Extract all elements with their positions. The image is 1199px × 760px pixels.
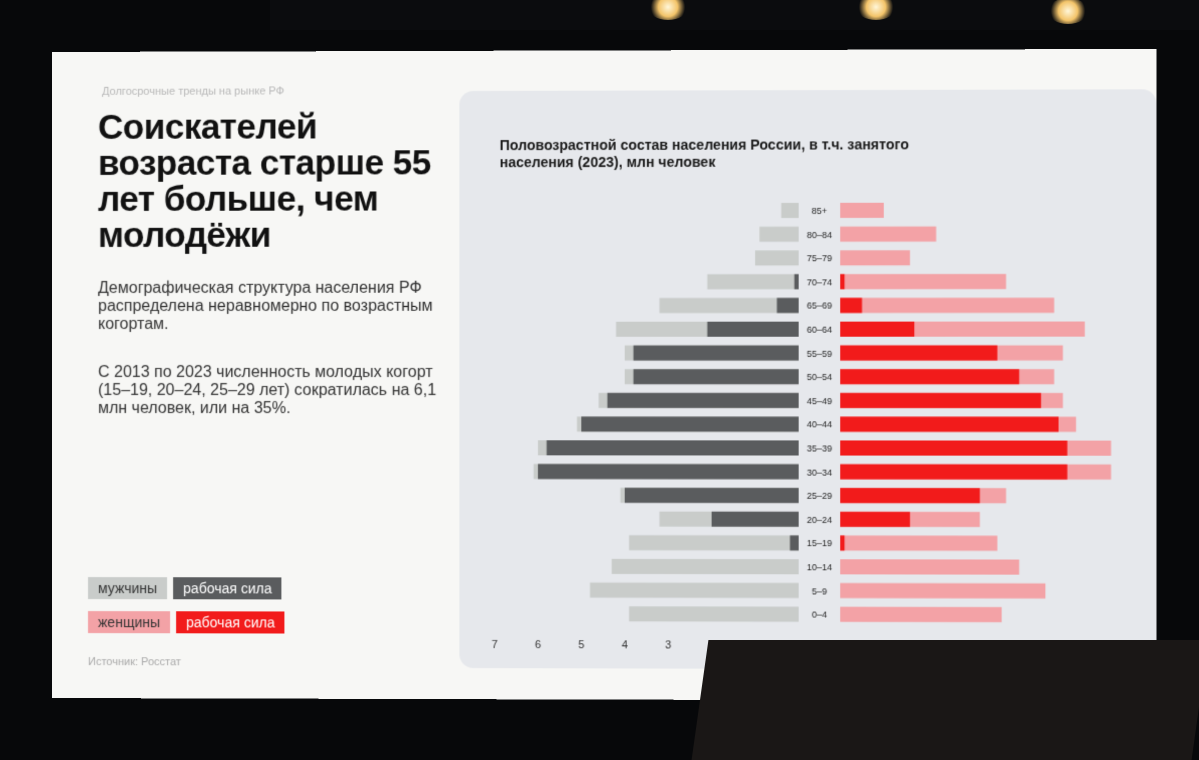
- bar-women-65-69: [840, 297, 1055, 313]
- x-tick-left-5: 5: [578, 639, 584, 651]
- legend-women-labor-force: рабочая сила: [176, 611, 285, 634]
- legend-men-labor-force: рабочая сила: [173, 577, 282, 600]
- slide-headline: Соискателей возраста старше 55 лет больш…: [98, 107, 431, 255]
- bar-men-labor-15-19: [789, 535, 799, 551]
- x-tick-left-7: 7: [492, 639, 498, 651]
- category-label-70-74: 70–74: [807, 277, 832, 287]
- bar-men-labor-25-29: [624, 487, 799, 504]
- bar-women-80-84: [840, 226, 937, 242]
- x-tick-left-4: 4: [622, 639, 628, 651]
- bar-women-labor-50-54: [840, 369, 1020, 385]
- bar-women-labor-70-74: [840, 274, 845, 290]
- category-label-50-54: 50–54: [807, 372, 832, 382]
- category-label-80-84: 80–84: [807, 230, 832, 240]
- bar-men-0-4: [629, 606, 799, 622]
- legend: мужчины рабочая сила женщины рабочая сил…: [88, 51, 329, 634]
- bar-men-85+: [781, 202, 799, 219]
- x-tick-left-3: 3: [665, 639, 671, 651]
- category-label-75-79: 75–79: [807, 253, 832, 263]
- bar-men-labor-70-74: [794, 274, 799, 290]
- category-label-0-4: 0–4: [812, 610, 827, 620]
- category-label-65-69: 65–69: [807, 301, 832, 311]
- bar-men-80-84: [759, 226, 799, 242]
- bar-women-70-74: [840, 273, 1007, 290]
- bar-men-5-9: [589, 582, 799, 599]
- bar-men-labor-65-69: [776, 297, 799, 314]
- category-label-15-19: 15–19: [807, 538, 832, 548]
- bar-women-labor-25-29: [840, 487, 980, 504]
- bar-men-labor-35-39: [546, 440, 799, 456]
- category-label-60-64: 60–64: [807, 325, 832, 335]
- bar-women-labor-20-24: [840, 511, 910, 527]
- chart-title: Половозрастной состав населения России, …: [499, 136, 909, 171]
- bar-men-75-79: [755, 250, 799, 266]
- stage-light-2: [856, 0, 896, 20]
- bar-women-75-79: [840, 250, 910, 266]
- bar-men-labor-45-49: [607, 392, 799, 409]
- foreground-lectern: [691, 640, 1199, 760]
- bar-women-85+: [840, 202, 884, 218]
- bar-women-15-19: [840, 535, 998, 551]
- text-column: Долгосрочные тренды на рынке РФ Соискате…: [52, 51, 453, 699]
- bar-women-labor-45-49: [840, 392, 1042, 409]
- bar-men-10-14: [611, 558, 799, 575]
- bar-men-labor-20-24: [711, 511, 799, 527]
- category-label-25-29: 25–29: [807, 491, 832, 501]
- slide-kicker: Долгосрочные тренды на рынке РФ: [102, 85, 285, 98]
- stage-light-1: [648, 0, 688, 20]
- presentation-screen: Долгосрочные тренды на рынке РФ Соискате…: [52, 48, 1157, 702]
- category-label-35-39: 35–39: [807, 443, 832, 453]
- bar-men-labor-50-54: [633, 369, 799, 385]
- bar-women-labor-30-34: [840, 464, 1068, 480]
- category-label-10-14: 10–14: [807, 562, 832, 572]
- bar-women-labor-65-69: [840, 297, 863, 313]
- category-label-45-49: 45–49: [807, 396, 832, 406]
- bar-men-labor-55-59: [633, 345, 799, 361]
- bar-men-15-19: [629, 535, 799, 551]
- legend-men: мужчины: [88, 577, 168, 600]
- x-tick-left-6: 6: [535, 639, 541, 651]
- category-label-5-9: 5–9: [812, 586, 827, 596]
- category-label-55-59: 55–59: [807, 348, 832, 358]
- paragraph-decline: С 2013 по 2023 численность молодых когор…: [98, 363, 437, 418]
- stage-rig: [270, 0, 1199, 30]
- bar-men-labor-30-34: [537, 463, 799, 480]
- legend-row-women: женщины рабочая сила: [88, 611, 285, 634]
- source-note: Источник: Росстат: [88, 656, 181, 669]
- bar-women-labor-40-44: [840, 416, 1059, 432]
- bar-women-labor-60-64: [840, 321, 915, 337]
- population-pyramid-chart: 85+80–8475–7970–7465–6960–6455–5950–5445…: [492, 202, 1112, 652]
- bar-women-labor-55-59: [840, 345, 998, 361]
- legend-row-men: мужчины рабочая сила: [88, 577, 282, 600]
- bar-men-65-69: [659, 297, 799, 314]
- bar-women-5-9: [840, 583, 1046, 599]
- category-label-20-24: 20–24: [807, 515, 832, 525]
- bar-women-labor-35-39: [840, 440, 1068, 456]
- legend-women: женщины: [88, 611, 171, 634]
- bar-women-0-4: [840, 606, 1002, 623]
- category-label-85+: 85+: [812, 206, 827, 216]
- bar-women-labor-15-19: [840, 535, 845, 551]
- category-label-30-34: 30–34: [807, 467, 832, 477]
- bar-men-labor-40-44: [581, 416, 799, 432]
- bar-men-70-74: [707, 274, 799, 290]
- paragraph-structure: Демографическая структура населения РФ р…: [98, 279, 433, 333]
- bar-women-10-14: [840, 559, 1020, 575]
- category-label-40-44: 40–44: [807, 420, 832, 430]
- stage-light-3: [1048, 0, 1088, 24]
- bar-men-labor-60-64: [707, 321, 799, 337]
